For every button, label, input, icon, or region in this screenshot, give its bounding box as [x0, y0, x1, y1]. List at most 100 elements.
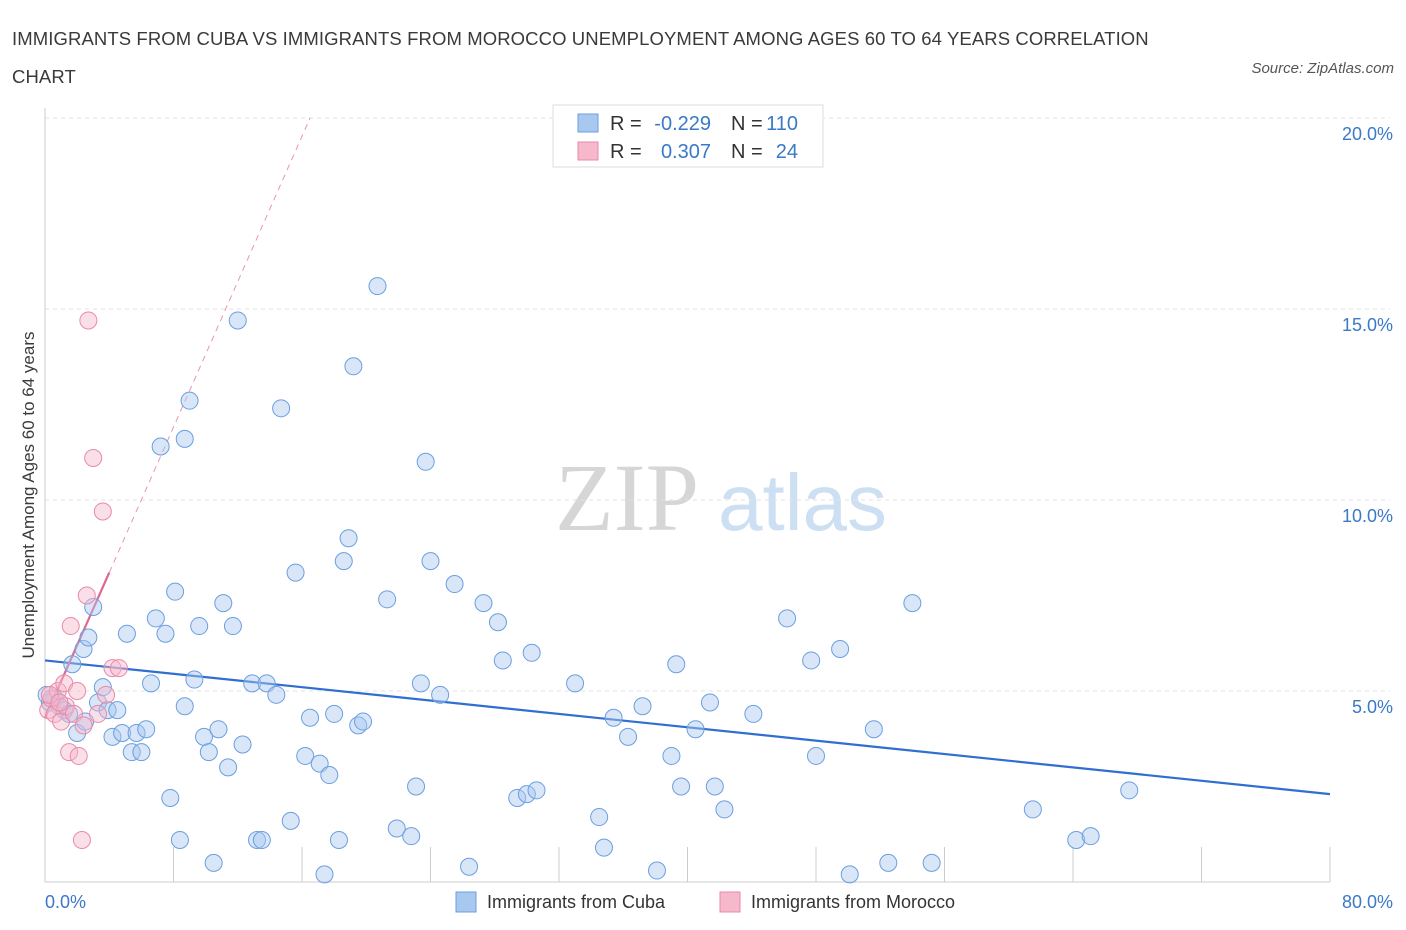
chart-title: IMMIGRANTS FROM CUBA VS IMMIGRANTS FROM … [12, 28, 1149, 87]
point-cuba-100 [879, 853, 898, 872]
legend-n-label-cuba: N = [731, 113, 763, 135]
point-cuba-95 [802, 651, 821, 670]
point-cuba-105 [1081, 827, 1100, 846]
point-cuba-45 [267, 685, 286, 704]
point-cuba-84 [633, 697, 652, 716]
grid-lines [45, 117, 1390, 692]
x-tick-label-1: 80.0% [1342, 892, 1393, 912]
point-cuba-42 [248, 830, 267, 849]
point-cuba-34 [204, 853, 223, 872]
point-morocco-12 [72, 830, 91, 849]
point-cuba-90 [700, 693, 719, 712]
point-cuba-103 [1023, 800, 1042, 819]
point-cuba-107 [175, 697, 194, 716]
point-cuba-14 [108, 701, 127, 720]
point-cuba-5 [63, 655, 82, 674]
trend-extension-morocco [108, 117, 311, 573]
point-cuba-26 [166, 582, 185, 601]
point-cuba-25 [161, 788, 180, 807]
point-cuba-75 [508, 788, 527, 807]
legend-r-value-morocco: 0.307 [661, 141, 711, 163]
point-cuba-17 [122, 743, 141, 762]
point-morocco-22 [40, 685, 59, 704]
point-morocco-9 [64, 704, 83, 723]
point-cuba-18 [127, 724, 146, 743]
point-cuba-78 [527, 781, 546, 800]
point-cuba-22 [146, 609, 165, 628]
point-cuba-38 [223, 617, 242, 636]
x-tick-labels: 0.0% 80.0% [45, 892, 1393, 912]
point-morocco-13 [74, 716, 93, 735]
point-cuba-41 [243, 674, 262, 693]
point-cuba-60 [354, 712, 373, 731]
point-cuba-30 [185, 670, 204, 689]
legend-swatch-cuba [577, 113, 599, 133]
point-cuba-104 [1067, 830, 1086, 849]
y-tick-label-2: 15.0% [1342, 315, 1393, 335]
legend-r-label-cuba: R = [610, 113, 642, 135]
point-cuba-83 [619, 727, 638, 746]
legend-swatch-morocco [577, 141, 599, 161]
point-morocco-20 [103, 659, 122, 678]
y-tick-label-3: 20.0% [1342, 124, 1393, 144]
point-cuba-77 [522, 643, 541, 662]
watermark-zip: ZIP [555, 444, 699, 551]
point-cuba-85 [647, 861, 666, 880]
point-morocco-23 [50, 693, 69, 712]
point-cuba-47 [281, 811, 300, 830]
point-cuba-39 [228, 311, 247, 330]
point-cuba-46 [272, 399, 291, 418]
point-cuba-93 [744, 704, 763, 723]
point-cuba-99 [864, 720, 883, 739]
point-cuba-86 [662, 746, 681, 765]
bottom-legend-label-cuba: Immigrants from Cuba [487, 892, 666, 912]
point-cuba-62 [378, 590, 397, 609]
point-cuba-67 [416, 452, 435, 471]
point-cuba-50 [301, 708, 320, 727]
bottom-legend-label-morocco: Immigrants from Morocco [751, 892, 955, 912]
point-morocco-21 [109, 659, 128, 678]
point-morocco-15 [79, 311, 98, 330]
point-morocco-18 [93, 502, 112, 521]
point-cuba-89 [686, 720, 705, 739]
point-cuba-8 [79, 628, 98, 647]
point-cuba-36 [214, 594, 233, 613]
x-tick-label-0: 0.0% [45, 892, 86, 912]
bottom-legend-swatch-cuba [455, 891, 477, 913]
point-cuba-28 [175, 429, 194, 448]
legend-r-value-cuba: -0.229 [654, 113, 711, 135]
point-cuba-51 [310, 754, 329, 773]
point-cuba-68 [421, 552, 440, 571]
point-cuba-52 [315, 865, 334, 884]
point-cuba-7 [74, 639, 93, 658]
point-cuba-20 [137, 720, 156, 739]
point-cuba-82 [604, 708, 623, 727]
series-legend: Immigrants from Cuba Immigrants from Mor… [455, 891, 955, 913]
point-cuba-87 [667, 655, 686, 674]
point-cuba-49 [296, 746, 315, 765]
point-cuba-70 [445, 575, 464, 594]
point-cuba-69 [431, 685, 450, 704]
point-cuba-31 [190, 617, 209, 636]
point-cuba-40 [233, 735, 252, 754]
point-cuba-66 [411, 674, 430, 693]
point-cuba-71 [460, 857, 479, 876]
correlation-legend: R = -0.229 N = 110 R = 0.307 N = 24 [552, 104, 824, 168]
point-morocco-10 [68, 682, 87, 700]
y-tick-labels: 5.0% 10.0% 15.0% 20.0% [1342, 124, 1393, 717]
point-cuba-74 [493, 651, 512, 670]
point-cuba-73 [488, 613, 507, 632]
point-cuba-13 [103, 727, 122, 746]
point-cuba-16 [117, 624, 136, 643]
point-cuba-48 [286, 563, 305, 582]
point-cuba-92 [715, 800, 734, 819]
point-cuba-61 [368, 277, 387, 296]
point-morocco-14 [77, 586, 96, 605]
point-cuba-76 [517, 785, 536, 804]
point-cuba-19 [132, 743, 151, 762]
point-cuba-106 [1120, 781, 1139, 800]
point-cuba-21 [142, 674, 161, 693]
point-morocco-16 [84, 448, 103, 467]
point-cuba-23 [151, 437, 170, 456]
legend-n-value-morocco: 24 [776, 141, 798, 163]
